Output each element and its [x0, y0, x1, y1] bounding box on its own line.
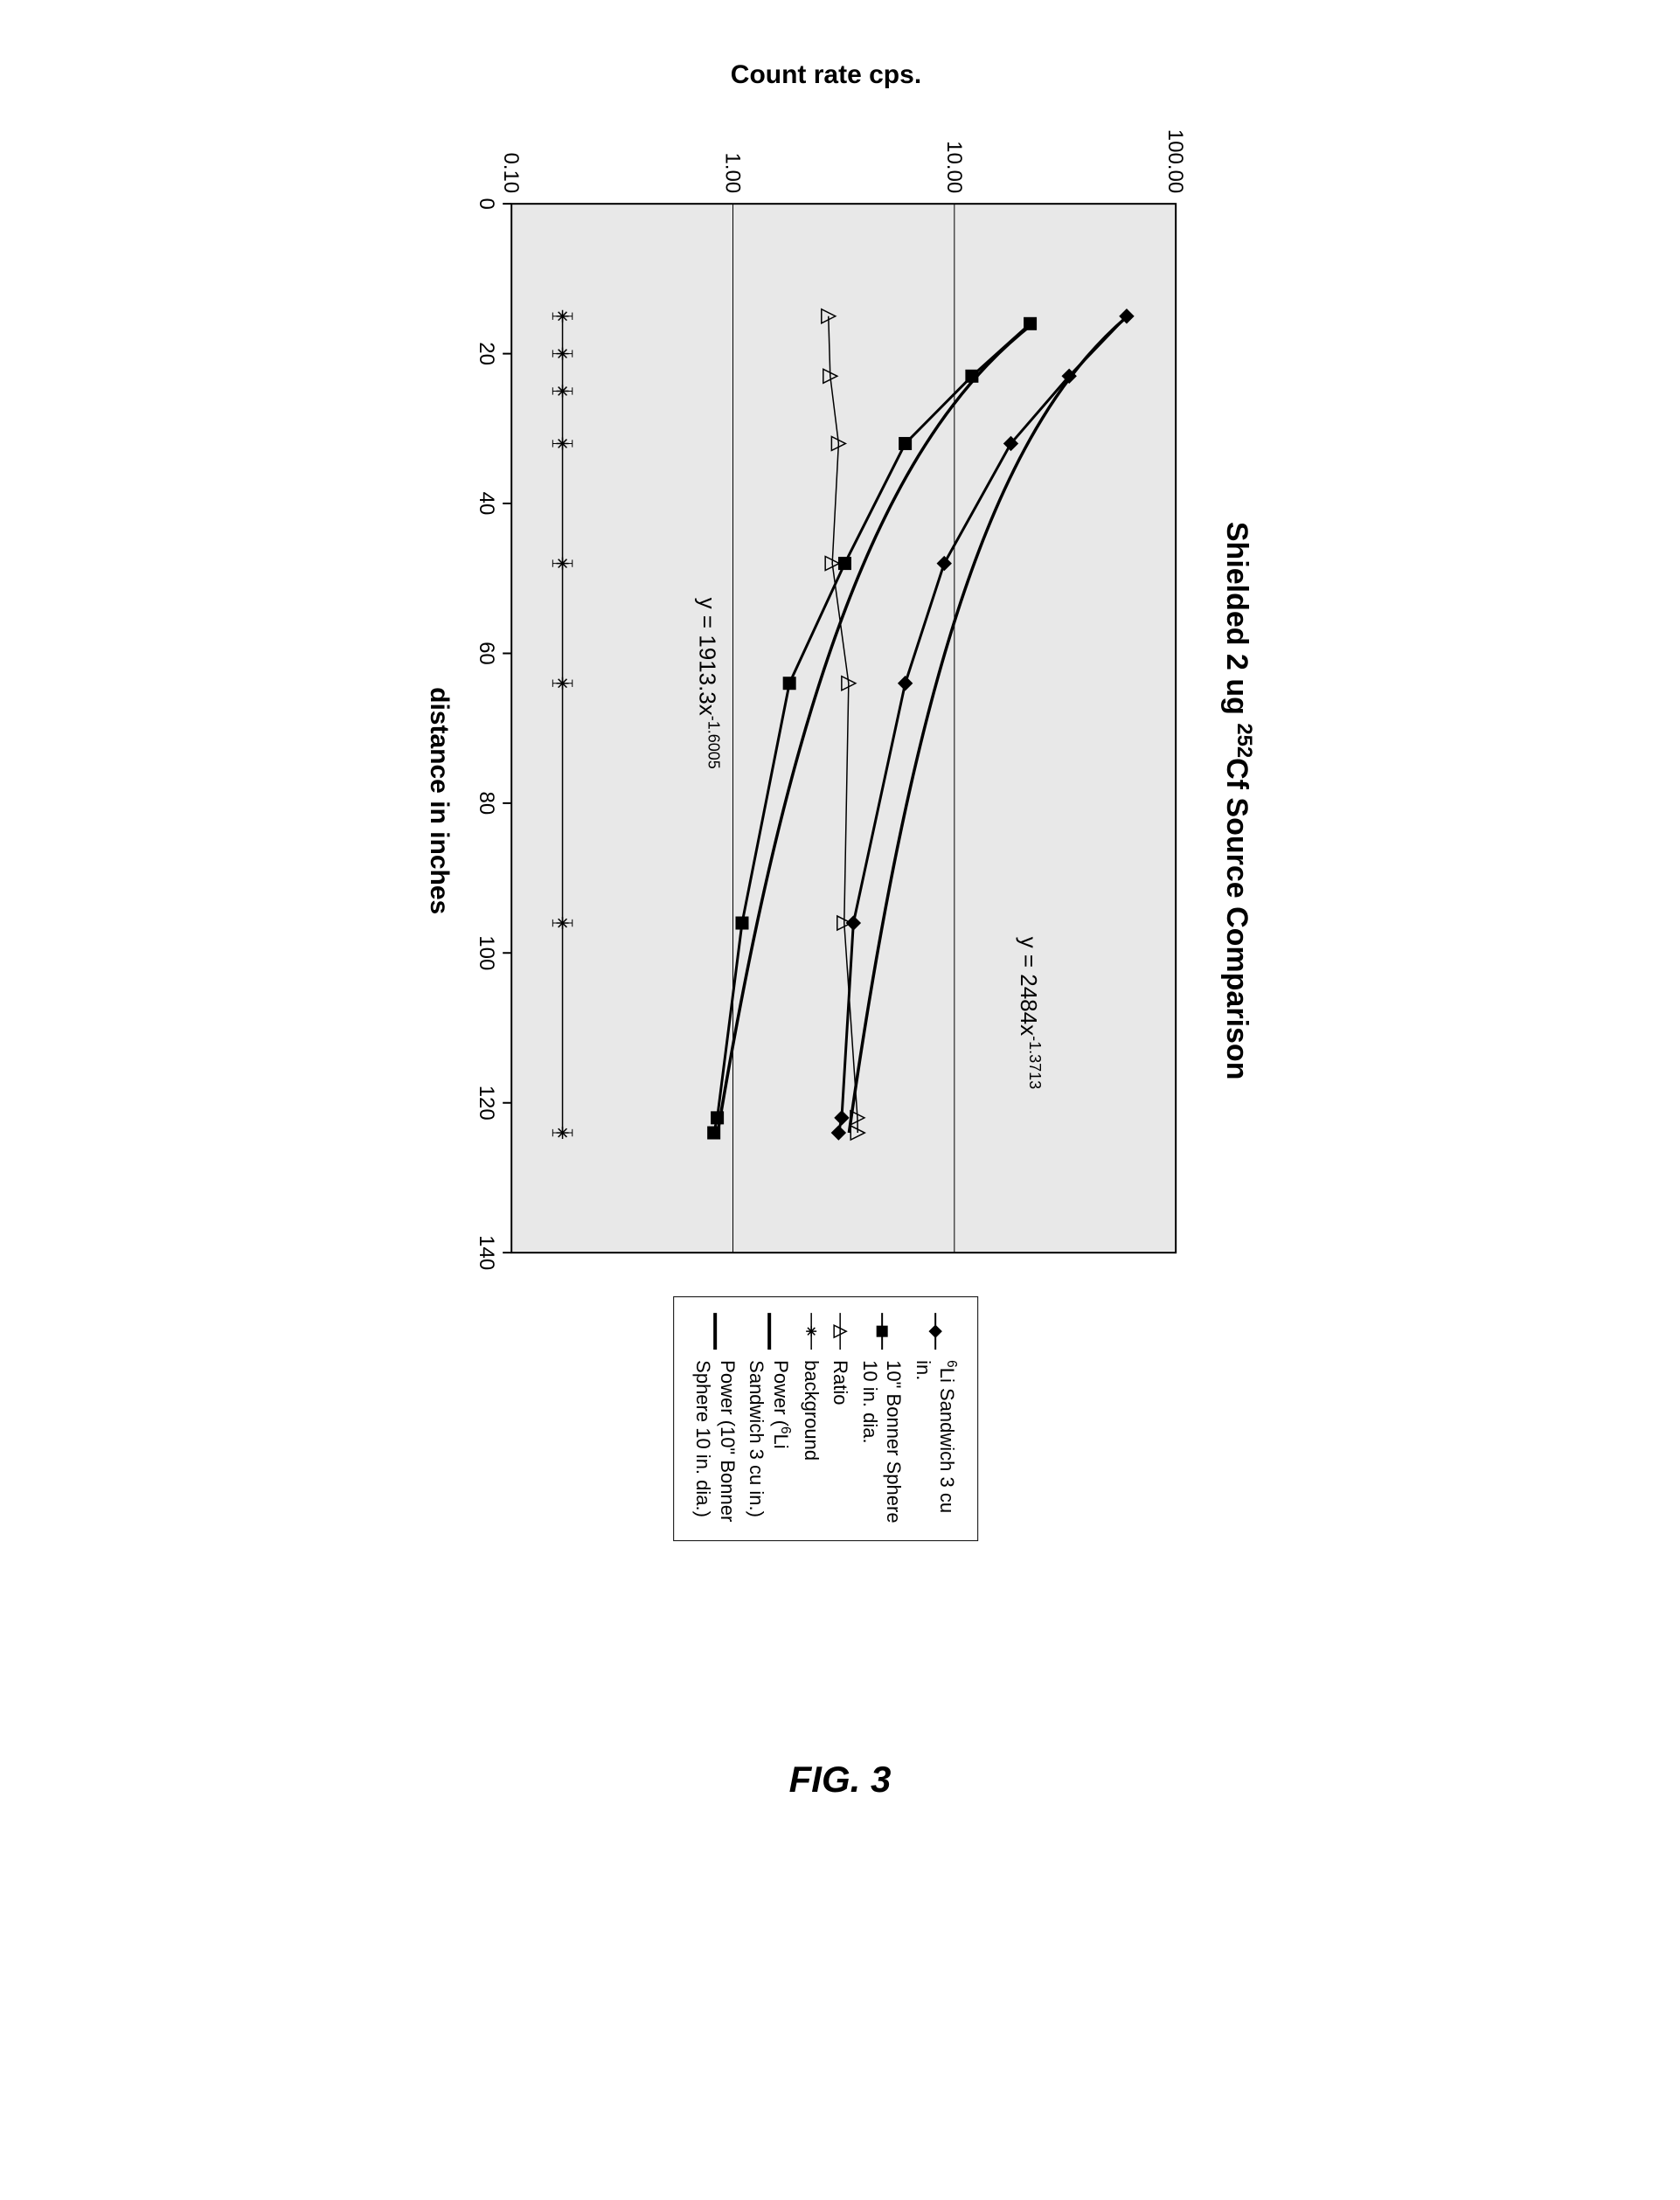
chart-svg: 0.101.0010.00100.00020406080100120140y =…: [459, 116, 1193, 1270]
legend-label: 6Li Sandwich 3 cu in.: [911, 1360, 960, 1526]
title-suffix: Cf Source Comparison: [1220, 758, 1253, 1079]
legend-item-power_bonner: Power (10" Bonner Sphere 10 in. dia.): [691, 1311, 739, 1526]
svg-text:10.00: 10.00: [942, 141, 966, 193]
legend-swatch: [705, 1311, 726, 1351]
legend-label: background: [799, 1360, 823, 1526]
legend-swatch: [871, 1311, 892, 1351]
svg-text:40: 40: [475, 492, 498, 516]
svg-text:100: 100: [475, 935, 498, 970]
legend-label: 10" Bonner Sphere 10 in. dia.: [857, 1360, 906, 1526]
legend-swatch: [759, 1311, 780, 1351]
svg-text:140: 140: [475, 1235, 498, 1270]
legend-item-li_sandwich: 6Li Sandwich 3 cu in.: [911, 1311, 960, 1526]
chart-title: Shielded 2 ug 252Cf Source Comparison: [1219, 522, 1256, 1080]
legend-item-power_li: Power (6Li Sandwich 3 cu in.): [745, 1311, 794, 1526]
legend-swatch: [926, 1311, 947, 1351]
page-root: Shielded 2 ug 252Cf Source Comparison Co…: [35, 35, 1645, 1801]
title-prefix: Shielded 2 ug: [1220, 522, 1253, 723]
legend-item-background: background: [799, 1311, 823, 1526]
svg-text:20: 20: [475, 342, 498, 365]
rotated-container: Shielded 2 ug 252Cf Source Comparison Co…: [424, 14, 1256, 1587]
svg-text:60: 60: [475, 642, 498, 665]
plot-container: 0.101.0010.00100.00020406080100120140y =…: [459, 116, 1193, 1270]
figure-caption: FIG. 3: [789, 1759, 892, 1801]
legend-swatch: [801, 1311, 822, 1351]
title-sup: 252: [1232, 723, 1256, 758]
legend-label: Power (6Li Sandwich 3 cu in.): [745, 1360, 794, 1526]
legend-item-bonner: 10" Bonner Sphere 10 in. dia.: [857, 1311, 906, 1526]
legend-label: Ratio: [829, 1360, 853, 1526]
legend-swatch: [830, 1311, 851, 1351]
svg-text:1.00: 1.00: [720, 152, 744, 193]
svg-text:120: 120: [475, 1086, 498, 1121]
y-axis-label: Count rate cps.: [731, 60, 921, 90]
legend-label: Power (10" Bonner Sphere 10 in. dia.): [691, 1360, 739, 1526]
svg-text:80: 80: [475, 792, 498, 815]
x-axis-label: distance in inches: [424, 687, 454, 914]
svg-text:100.00: 100.00: [1163, 129, 1187, 193]
svg-text:0: 0: [475, 198, 498, 209]
figure: Shielded 2 ug 252Cf Source Comparison Co…: [424, 14, 1256, 1587]
legend-item-ratio: Ratio: [829, 1311, 853, 1526]
chart-row: Count rate cps. 0.10 1.00 10.00 100.00 0 20 40…: [459, 60, 1193, 1541]
legend: 6Li Sandwich 3 cu in.10" Bonner Sphere 1…: [673, 1296, 979, 1541]
svg-text:0.10: 0.10: [499, 152, 523, 193]
